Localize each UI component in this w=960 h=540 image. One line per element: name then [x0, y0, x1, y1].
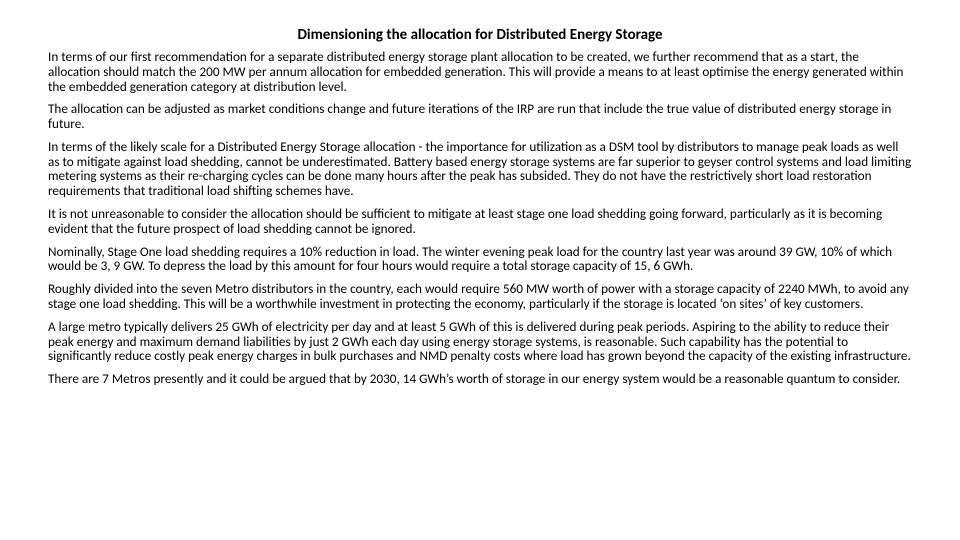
- body-paragraph: There are 7 Metros presently and it coul…: [48, 372, 912, 387]
- page-title: Dimensioning the allocation for Distribu…: [48, 26, 912, 44]
- body-paragraph: A large metro typically delivers 25 GWh …: [48, 320, 912, 364]
- body-paragraph: In terms of the likely scale for a Distr…: [48, 140, 912, 199]
- body-paragraph: It is not unreasonable to consider the a…: [48, 207, 912, 237]
- body-paragraph: Nominally, Stage One load shedding requi…: [48, 245, 912, 275]
- body-paragraph: The allocation can be adjusted as market…: [48, 102, 912, 132]
- body-paragraph: In terms of our first recommendation for…: [48, 50, 912, 94]
- body-paragraph: Roughly divided into the seven Metro dis…: [48, 282, 912, 312]
